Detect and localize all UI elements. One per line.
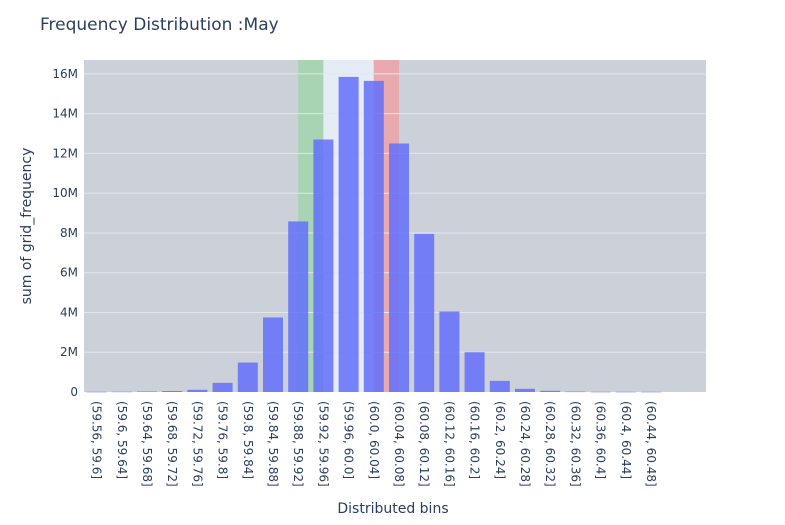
x-tick-label: (59.96, 60.0] (342, 401, 356, 479)
bar (641, 391, 661, 393)
bar (590, 391, 611, 393)
bar (237, 362, 258, 392)
bar (464, 352, 485, 392)
x-tick-label: (60.4, 60.44] (619, 401, 633, 479)
x-tick-label: (60.08, 60.12] (417, 401, 431, 487)
y-tick-label: 14M (52, 107, 78, 121)
bar (540, 390, 561, 392)
bar (111, 391, 132, 393)
bar (313, 139, 334, 392)
x-tick-label: (60.2, 60.24] (493, 401, 507, 479)
chart-title: Frequency Distribution :May (40, 15, 279, 35)
x-tick-label: (59.72, 59.76] (190, 401, 204, 487)
y-tick-label: 10M (52, 186, 78, 200)
bar (439, 311, 460, 392)
bar (212, 382, 233, 392)
x-tick-label: (60.0, 60.04] (367, 401, 381, 479)
x-tick-label: (59.84, 59.88] (266, 401, 280, 487)
y-tick-label: 6M (60, 266, 78, 280)
bar (565, 391, 586, 393)
bar (615, 391, 636, 393)
bar (137, 391, 157, 393)
x-tick-label: (59.56, 59.6] (90, 401, 104, 479)
bar (338, 76, 359, 393)
bar (162, 391, 183, 392)
bar (389, 143, 409, 392)
y-tick-label: 2M (60, 345, 78, 359)
bars (86, 76, 661, 393)
x-axis-title: Distributed bins (337, 501, 448, 517)
bar (187, 389, 208, 392)
x-tick-label: (59.64, 59.68] (140, 401, 154, 487)
x-tick-label: (60.24, 60.28] (518, 401, 532, 487)
x-tick-label: (59.6, 59.64] (115, 401, 129, 479)
y-tick-label: 8M (60, 226, 78, 240)
x-tick-label: (60.36, 60.4] (594, 401, 608, 479)
y-tick-labels: 0 2M 4M 6M 8M 10M 12M 14M 16M (52, 67, 78, 399)
x-tick-label: (60.32, 60.36] (568, 401, 582, 487)
y-axis-title: sum of grid_frequency (19, 148, 35, 305)
x-tick-label: (59.88, 59.92] (291, 401, 305, 487)
x-tick-label: (59.8, 59.84] (241, 401, 255, 479)
bar (414, 233, 435, 392)
x-tick-label: (59.68, 59.72] (165, 401, 179, 487)
x-tick-label: (60.16, 60.2] (468, 401, 482, 479)
y-tick-label: 12M (52, 146, 78, 160)
y-tick-label: 4M (60, 305, 78, 319)
x-tick-label: (60.44, 60.48] (644, 401, 658, 487)
x-tick-label: (60.04, 60.08] (392, 401, 406, 487)
x-tick-label: (59.92, 59.96] (316, 401, 330, 487)
bar (489, 380, 510, 392)
x-tick-label: (59.76, 59.8] (216, 401, 230, 479)
bar (515, 388, 535, 392)
x-tick-labels: (59.56, 59.6] (59.6, 59.64] (59.64, 59.68]… (90, 401, 658, 487)
bar (263, 317, 283, 392)
bar (363, 80, 384, 392)
bar (86, 391, 107, 393)
y-tick-label: 16M (52, 67, 78, 81)
bar (288, 221, 309, 392)
x-tick-label: (60.28, 60.32] (543, 401, 557, 487)
x-tick-label: (60.12, 60.16] (442, 401, 456, 487)
y-tick-label: 0 (70, 385, 78, 399)
